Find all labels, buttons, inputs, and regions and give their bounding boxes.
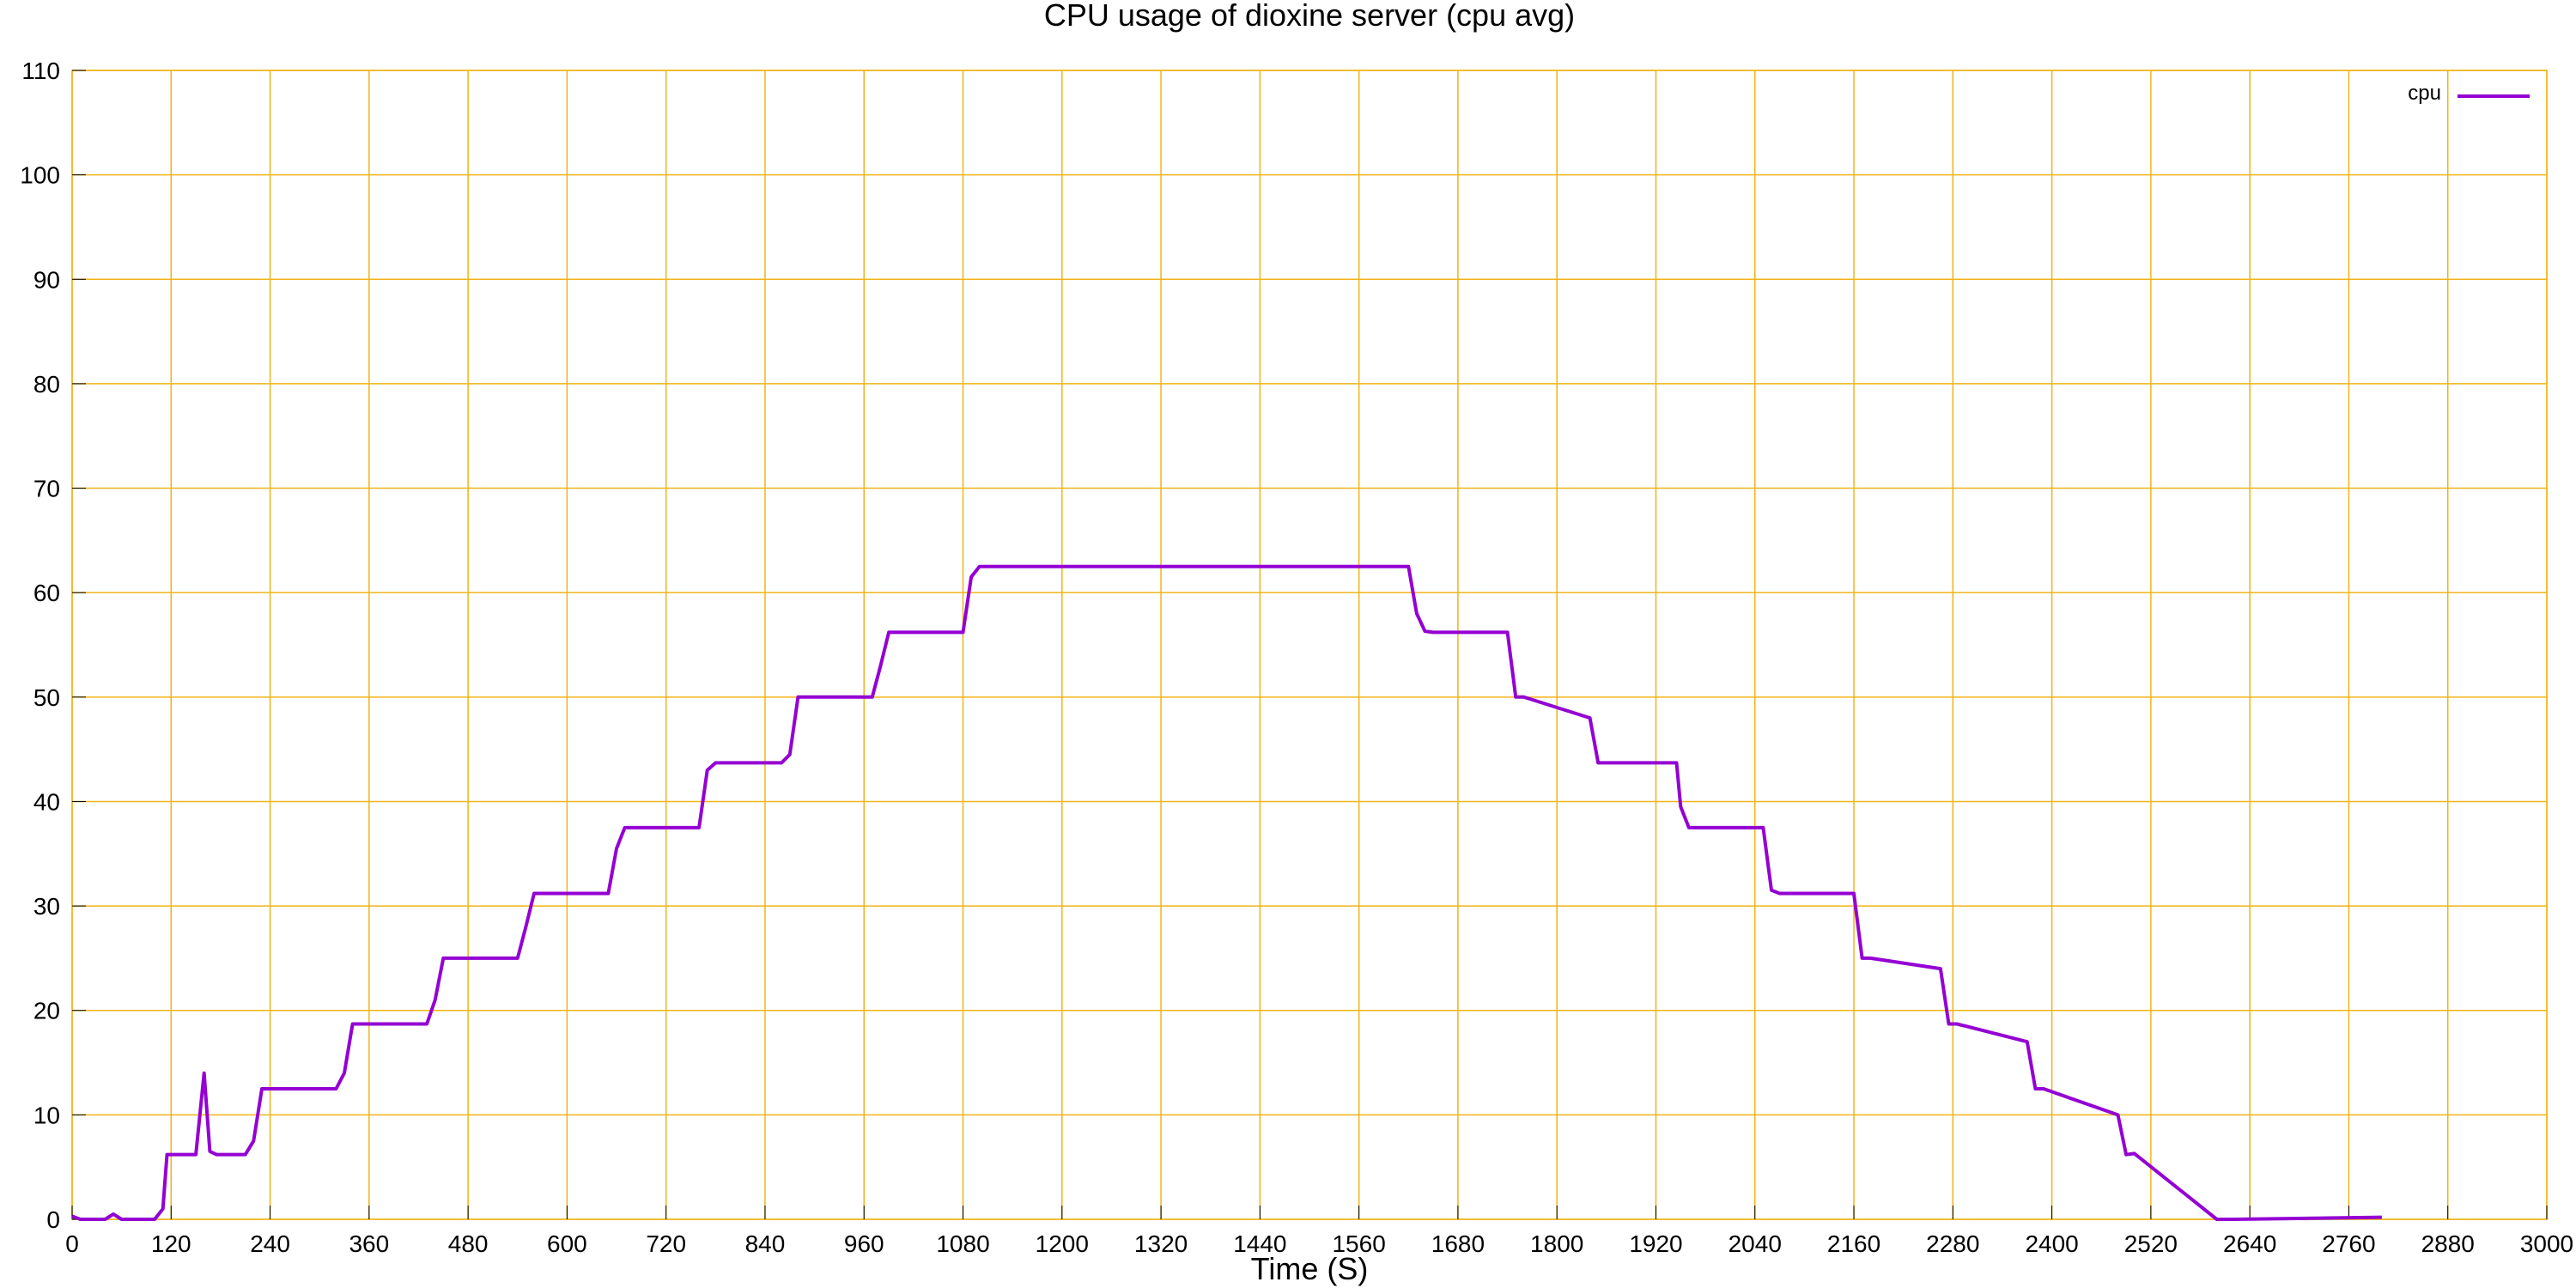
y-tick-label-50: 50 xyxy=(33,684,60,711)
x-tick-label-2640: 2640 xyxy=(2223,1230,2276,1257)
legend: cpu xyxy=(2408,82,2530,105)
x-tick-label-1200: 1200 xyxy=(1036,1230,1089,1257)
x-tick-label-1560: 1560 xyxy=(1332,1230,1385,1257)
y-tick-label-70: 70 xyxy=(33,476,60,502)
chart-title: CPU usage of dioxine server (cpu avg) xyxy=(1044,0,1575,33)
x-tick-label-840: 840 xyxy=(745,1230,786,1257)
y-tick-label-60: 60 xyxy=(33,580,60,606)
x-tick-label-240: 240 xyxy=(250,1230,290,1257)
x-tick-label-1920: 1920 xyxy=(1629,1230,1682,1257)
y-tick-label-0: 0 xyxy=(46,1206,60,1233)
x-tick-label-1680: 1680 xyxy=(1431,1230,1485,1257)
y-axis: 0 10 20 30 40 50 60 70 80 90 100 110 xyxy=(20,58,86,1233)
x-tick-label-2400: 2400 xyxy=(2025,1230,2078,1257)
series-layer xyxy=(71,564,2382,1221)
y-tick-label-20: 20 xyxy=(33,998,60,1024)
x-tick-label-120: 120 xyxy=(151,1230,191,1257)
x-tick-label-720: 720 xyxy=(646,1230,686,1257)
x-tick-label-1080: 1080 xyxy=(936,1230,989,1257)
plot-border xyxy=(71,70,2548,1220)
x-tick-label-1440: 1440 xyxy=(1233,1230,1286,1257)
x-tick-label-2880: 2880 xyxy=(2421,1230,2475,1257)
x-tick-label-360: 360 xyxy=(349,1230,389,1257)
x-tick-label-600: 600 xyxy=(547,1230,587,1257)
x-tick-label-480: 480 xyxy=(448,1230,489,1257)
y-tick-label-80: 80 xyxy=(33,371,60,398)
x-tick-label-2520: 2520 xyxy=(2124,1230,2178,1257)
y-tick-label-90: 90 xyxy=(33,266,60,293)
series-line-cpu xyxy=(71,564,2382,1221)
legend-label-cpu: cpu xyxy=(2408,82,2441,105)
x-tick-label-2040: 2040 xyxy=(1728,1230,1782,1257)
y-tick-label-40: 40 xyxy=(33,788,60,815)
x-tick-label-1800: 1800 xyxy=(1530,1230,1583,1257)
x-tick-label-2760: 2760 xyxy=(2322,1230,2375,1257)
x-axis: 0 120 240 360 480 600 720 840 960 1080 1200 1320 144… xyxy=(65,1206,2573,1257)
y-tick-label-100: 100 xyxy=(20,162,60,189)
y-tick-label-110: 110 xyxy=(21,58,60,84)
x-tick-label-2160: 2160 xyxy=(1827,1230,1880,1257)
y-tick-label-30: 30 xyxy=(33,893,60,920)
x-tick-label-3000: 3000 xyxy=(2520,1230,2573,1257)
grid xyxy=(71,70,2548,1220)
x-tick-label-960: 960 xyxy=(844,1230,884,1257)
y-tick-label-10: 10 xyxy=(33,1102,60,1128)
x-axis-label: Time (S) xyxy=(1251,1251,1369,1286)
x-tick-label-1320: 1320 xyxy=(1134,1230,1188,1257)
x-tick-label-0: 0 xyxy=(65,1230,79,1257)
x-tick-label-2280: 2280 xyxy=(1926,1230,1979,1257)
